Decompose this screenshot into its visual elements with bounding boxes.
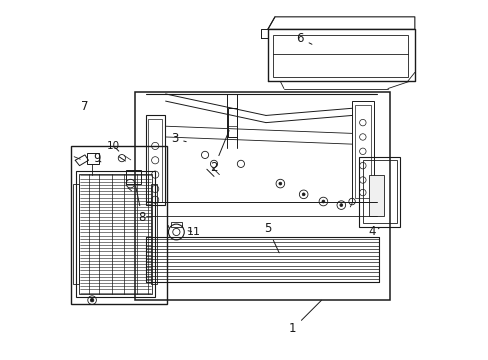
Text: 6: 6: [296, 32, 311, 45]
Text: 2: 2: [210, 131, 229, 174]
Bar: [228, 108, 237, 137]
Text: 1: 1: [288, 300, 321, 335]
Bar: [87, 153, 99, 164]
Text: 5: 5: [264, 222, 279, 253]
Bar: [351, 101, 373, 202]
Bar: [70, 146, 167, 304]
Circle shape: [278, 182, 281, 185]
Bar: [171, 222, 182, 227]
Text: 9: 9: [94, 152, 101, 165]
Bar: [135, 92, 389, 300]
Circle shape: [339, 204, 342, 207]
Bar: [354, 105, 370, 198]
Bar: [148, 119, 162, 202]
Circle shape: [302, 193, 305, 196]
Bar: [368, 175, 383, 216]
Bar: [73, 184, 79, 284]
Bar: [359, 157, 400, 226]
Bar: [273, 35, 407, 77]
Text: 10: 10: [107, 141, 120, 151]
Text: 8: 8: [135, 186, 146, 224]
Bar: [151, 184, 157, 284]
Text: 3: 3: [170, 132, 186, 145]
Bar: [76, 171, 155, 297]
Circle shape: [321, 200, 324, 203]
Text: 11: 11: [187, 227, 201, 237]
Bar: [362, 160, 396, 223]
Circle shape: [90, 298, 94, 302]
Bar: [145, 116, 164, 205]
Text: 4: 4: [367, 225, 378, 238]
Bar: [126, 170, 140, 184]
Text: 7: 7: [81, 100, 88, 113]
Bar: [79, 174, 152, 294]
